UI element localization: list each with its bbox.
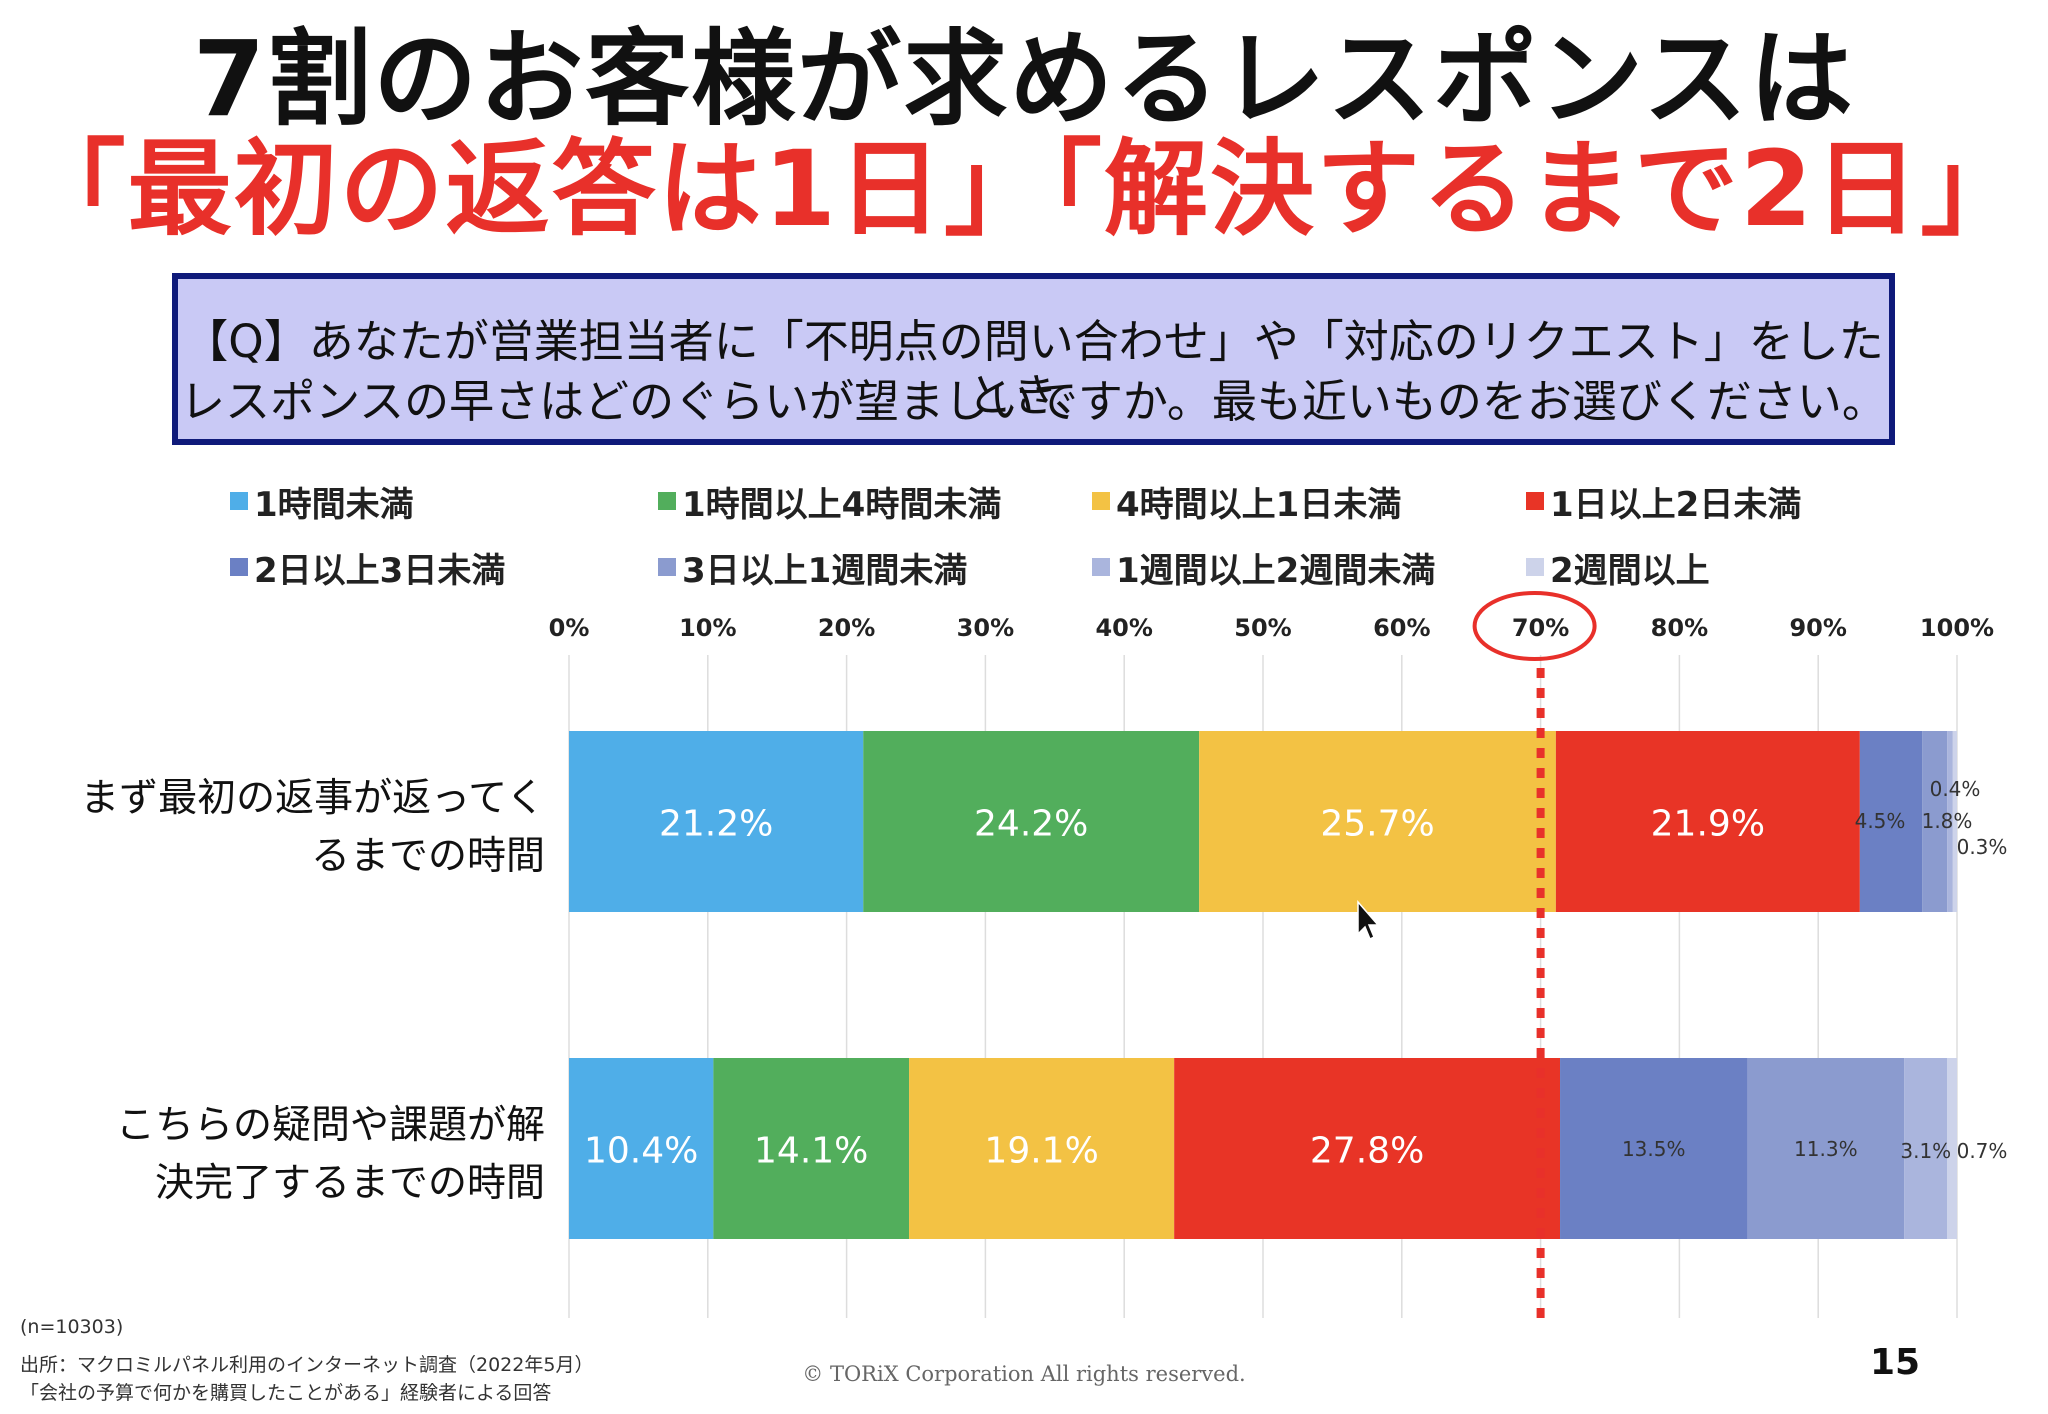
legend-swatch bbox=[1526, 492, 1544, 510]
data-label: 11.3% bbox=[1794, 1137, 1858, 1161]
sample-size-note: (n=10303) bbox=[20, 1316, 124, 1338]
row-label-first-reply-line-1: まず最初の返事が返ってく bbox=[80, 776, 545, 821]
legend-swatch bbox=[658, 558, 676, 576]
row-label-resolution: こちらの疑問や課題が解 決完了するまでの時間 bbox=[0, 1097, 545, 1213]
data-label: 3.1% bbox=[1900, 1139, 1951, 1163]
legend-label: 1週間以上2週間未満 bbox=[1116, 550, 1436, 591]
x-tick-label: 20% bbox=[818, 614, 875, 642]
legend-item: 1時間未満 bbox=[230, 479, 414, 525]
legend-swatch bbox=[230, 558, 248, 576]
x-tick-label: 50% bbox=[1234, 614, 1291, 642]
data-label: 21.9% bbox=[1651, 804, 1765, 845]
x-tick-label: 40% bbox=[1095, 614, 1152, 642]
title-line-1: 7割のお客様が求めるレスポンスは bbox=[192, 18, 1856, 140]
row-label-first-reply: まず最初の返事が返ってく るまでの時間 bbox=[0, 770, 545, 886]
bar-segment bbox=[713, 1058, 910, 1239]
bar-segment bbox=[1560, 1058, 1748, 1239]
row-label-resolution-line-1: こちらの疑問や課題が解 bbox=[115, 1103, 545, 1148]
question-line-2: レスポンスの早さはどのぐらいが望ましいですか。最も近いものをお選びください。 bbox=[180, 375, 1887, 428]
legend-item: 2日以上3日未満 bbox=[230, 545, 506, 591]
legend-label: 3日以上1週間未満 bbox=[682, 550, 968, 591]
x-tick-label: 80% bbox=[1651, 614, 1708, 642]
x-tick-label: 90% bbox=[1789, 614, 1846, 642]
bar-segment bbox=[863, 731, 1200, 912]
legend-label: 2日以上3日未満 bbox=[254, 550, 506, 591]
bar-segment bbox=[1922, 731, 1948, 912]
page-number: 15 bbox=[1870, 1342, 1921, 1383]
legend-item: 1日以上2日未満 bbox=[1526, 479, 1802, 525]
legend-label: 1時間以上4時間未満 bbox=[682, 484, 1002, 525]
row-label-resolution-line-2: 決完了するまでの時間 bbox=[154, 1161, 545, 1206]
title-line-2: 「最初の返答は1日」「解決するまで2日」 bbox=[21, 128, 2027, 250]
bar-segment bbox=[569, 731, 864, 912]
x-tick-label: 70% bbox=[1512, 614, 1569, 642]
mouse-cursor-icon bbox=[1357, 899, 1380, 941]
legend-label: 1日以上2日未満 bbox=[1550, 484, 1802, 525]
bar-segment bbox=[1947, 731, 1953, 912]
legend-swatch bbox=[230, 492, 248, 510]
bar-segment bbox=[1174, 1058, 1561, 1239]
question-box: 【Q】あなたが営業担当者に「不明点の問い合わせ」や「対応のリクエスト」をしたとき… bbox=[172, 273, 1895, 445]
data-label: 0.4% bbox=[1930, 777, 1981, 801]
bar-segment bbox=[909, 1058, 1175, 1239]
data-label: 27.8% bbox=[1310, 1131, 1424, 1172]
x-tick-label: 0% bbox=[549, 614, 590, 642]
legend-label: 1時間未満 bbox=[254, 484, 414, 525]
data-label: 24.2% bbox=[974, 804, 1088, 845]
legend-item: 2週間以上 bbox=[1526, 545, 1710, 591]
source-note: 出所：マクロミルパネル利用のインターネット調査（2022年5月） bbox=[20, 1354, 594, 1376]
copyright: © TORiX Corporation All rights reserved. bbox=[802, 1362, 1246, 1386]
data-label: 25.7% bbox=[1320, 804, 1434, 845]
legend-label: 4時間以上1日未満 bbox=[1116, 484, 1402, 525]
legend-swatch bbox=[1092, 558, 1110, 576]
bar-segment bbox=[1199, 731, 1556, 912]
bar-segment bbox=[1747, 1058, 1905, 1239]
legend-item: 3日以上1週間未満 bbox=[658, 545, 968, 591]
data-label: 1.8% bbox=[1922, 809, 1973, 833]
legend-swatch bbox=[1092, 492, 1110, 510]
data-label: 21.2% bbox=[659, 804, 773, 845]
x-tick-label: 30% bbox=[957, 614, 1014, 642]
legend-item: 1時間以上4時間未満 bbox=[658, 479, 1002, 525]
bar-segment bbox=[1952, 731, 1957, 912]
data-label: 19.1% bbox=[984, 1131, 1098, 1172]
legend-swatch bbox=[1526, 558, 1544, 576]
x-tick-label: 10% bbox=[679, 614, 736, 642]
question-line-1: 【Q】あなたが営業担当者に「不明点の問い合わせ」や「対応のリクエスト」をしたとき… bbox=[183, 315, 1884, 422]
legend-swatch bbox=[658, 492, 676, 510]
respondents-note: 「会社の予算で何かを購買したことがある」経験者による回答 bbox=[20, 1382, 552, 1404]
x-tick-label: 60% bbox=[1373, 614, 1430, 642]
bar-segment bbox=[569, 1058, 714, 1239]
data-label: 4.5% bbox=[1855, 809, 1906, 833]
data-label: 0.3% bbox=[1957, 835, 2008, 859]
bar-segment bbox=[1947, 1058, 1957, 1239]
bar-segment bbox=[1555, 731, 1860, 912]
x-tick-label: 100% bbox=[1920, 614, 1994, 642]
legend-label: 2週間以上 bbox=[1550, 550, 1710, 591]
data-label: 14.1% bbox=[754, 1131, 868, 1172]
bar-segment bbox=[1859, 731, 1923, 912]
data-label: 13.5% bbox=[1622, 1137, 1686, 1161]
highlight-circle bbox=[1472, 591, 1597, 661]
legend-item: 4時間以上1日未満 bbox=[1092, 479, 1402, 525]
bar-segment bbox=[1904, 1058, 1948, 1239]
legend-item: 1週間以上2週間未満 bbox=[1092, 545, 1436, 591]
row-label-first-reply-line-2: るまでの時間 bbox=[310, 834, 545, 879]
data-label: 10.4% bbox=[584, 1131, 698, 1172]
data-label: 0.7% bbox=[1957, 1139, 2008, 1163]
